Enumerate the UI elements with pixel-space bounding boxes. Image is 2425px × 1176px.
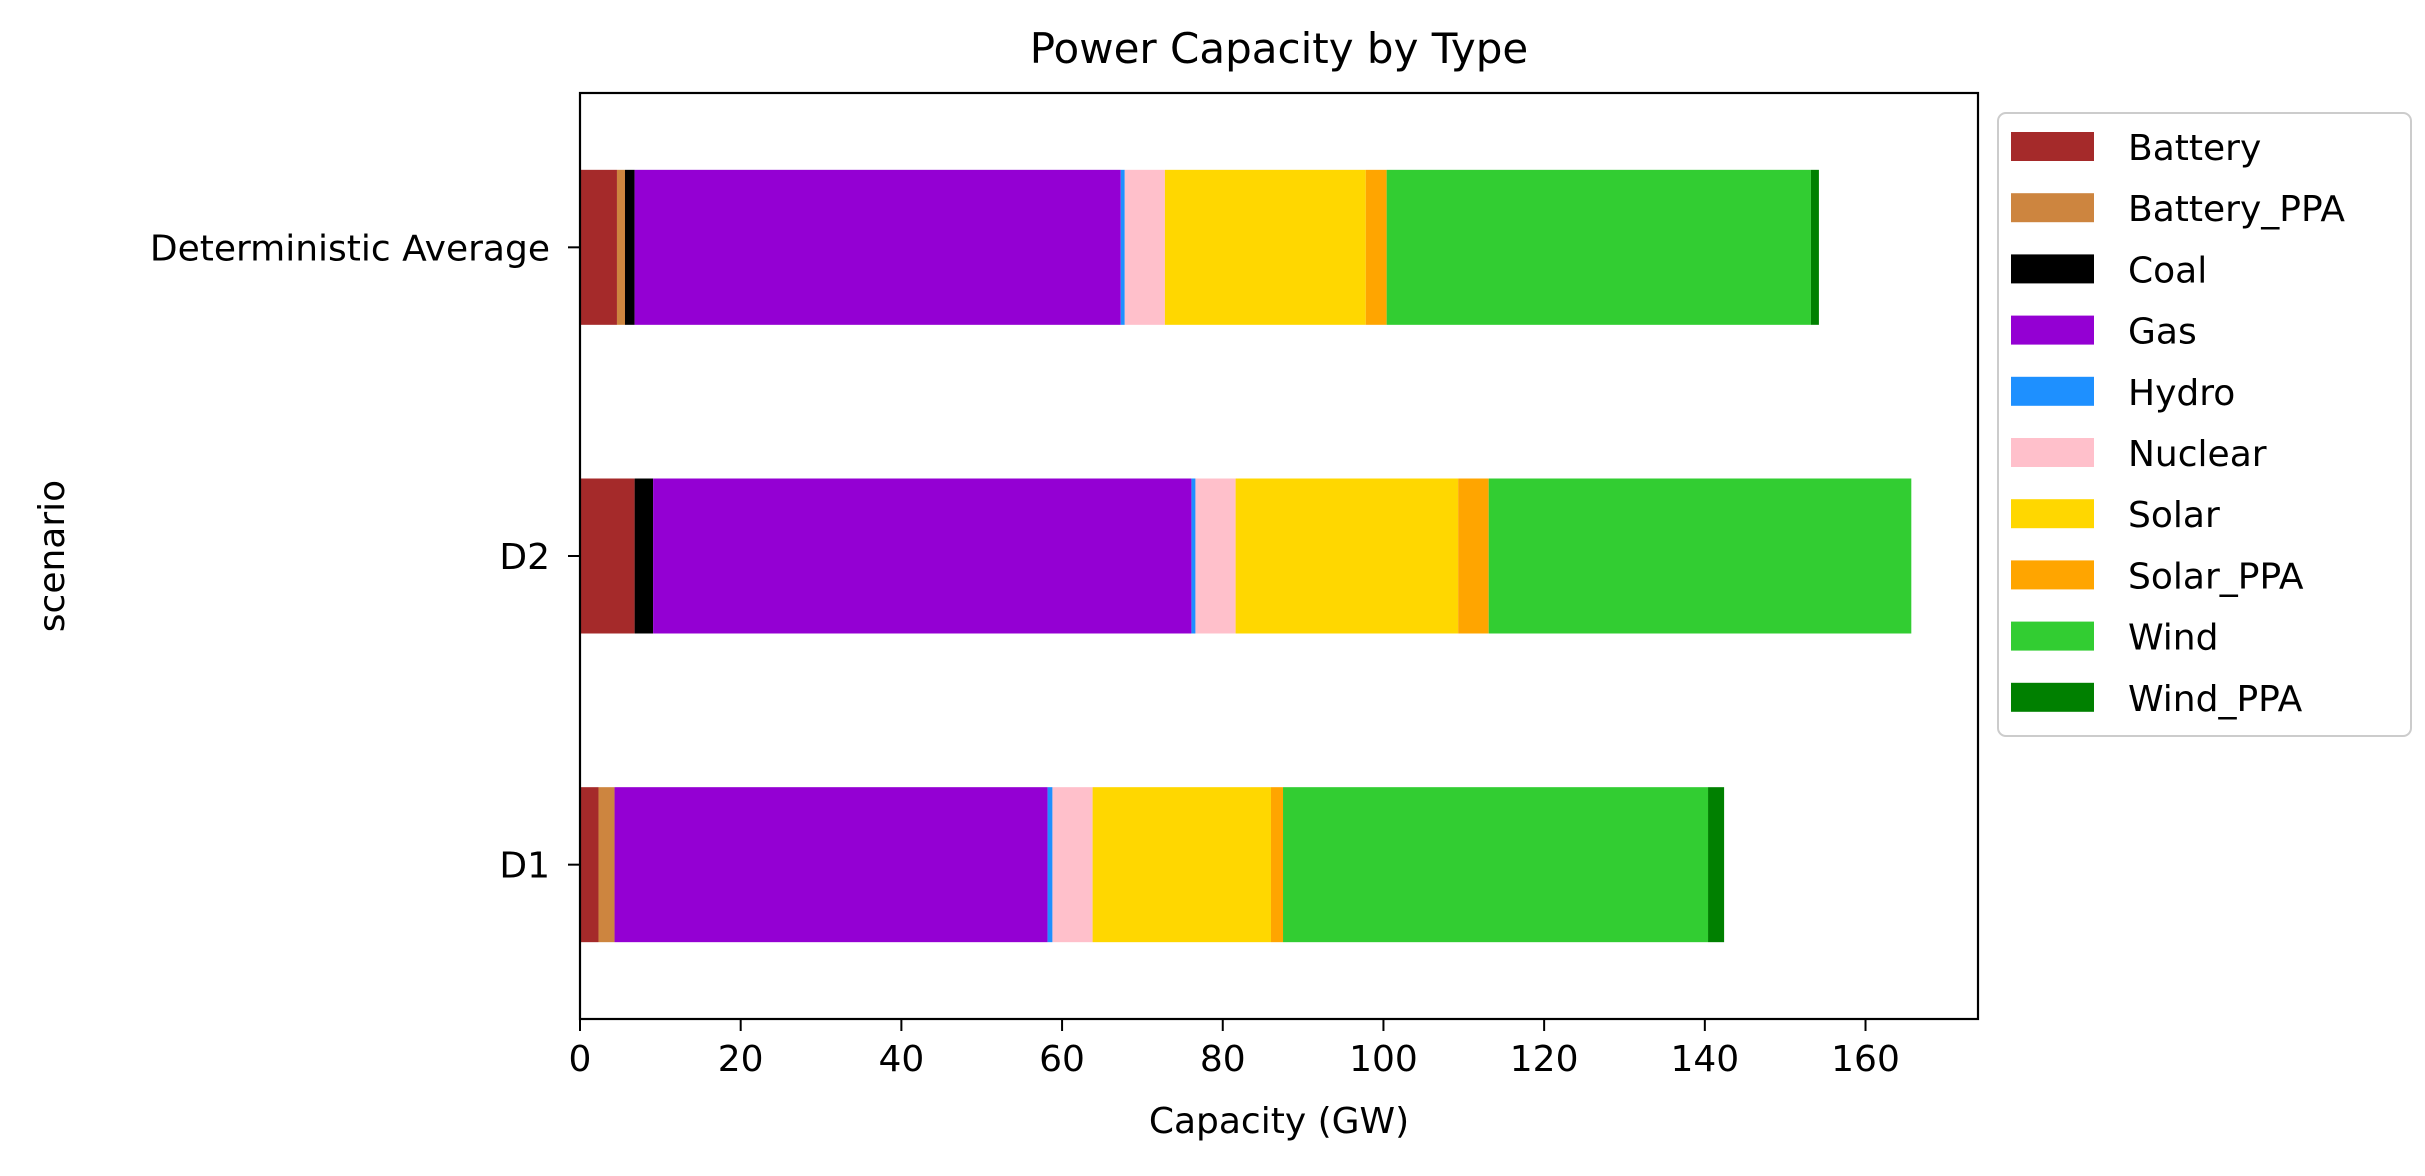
x-tick-label: 160: [1831, 1039, 1900, 1080]
x-axis-label: Capacity (GW): [1149, 1101, 1409, 1142]
legend-swatch-hydro: [2011, 376, 2094, 406]
legend-label-hydro: Hydro: [2128, 373, 2235, 414]
x-tick-label: 0: [569, 1039, 592, 1080]
legend-label-wind-ppa: Wind_PPA: [2128, 679, 2303, 720]
bar-d1-solar: [1092, 787, 1271, 943]
bar-deterministic-average-wind-ppa: [1810, 169, 1819, 325]
legend-swatch-solar-ppa: [2011, 560, 2094, 590]
bar-deterministic-average-wind: [1386, 169, 1811, 325]
legend-label-gas: Gas: [2128, 312, 2197, 353]
x-tick-label: 100: [1349, 1039, 1418, 1080]
bar-deterministic-average-battery-ppa: [616, 169, 625, 325]
bar-deterministic-average-hydro: [1120, 169, 1125, 325]
bar-d1-wind-ppa: [1708, 787, 1725, 943]
bars-group: [580, 169, 1912, 943]
legend-swatch-battery-ppa: [2011, 193, 2094, 223]
bar-deterministic-average-coal: [624, 169, 635, 325]
legend: Battery Battery_PPA Coal Gas Hydro Nuclear Sol…: [1997, 112, 2412, 737]
legend-swatch-wind: [2011, 621, 2094, 651]
chart-title: Power Capacity by Type: [1030, 24, 1529, 73]
bar-deterministic-average-solar-ppa: [1365, 169, 1387, 325]
legend-entries: Battery Battery_PPA Coal Gas Hydro Nuclear Sol…: [2011, 128, 2345, 720]
bar-d2-gas: [653, 478, 1192, 634]
legend-swatch-solar: [2011, 499, 2094, 529]
bar-d1-battery-ppa: [598, 787, 615, 943]
legend-label-nuclear: Nuclear: [2128, 434, 2267, 475]
bar-d1-wind: [1283, 787, 1709, 943]
bar-d2-nuclear: [1195, 478, 1236, 634]
y-axis: D1 D2 Deterministic Average: [150, 228, 580, 887]
legend-swatch-battery: [2011, 132, 2094, 161]
bar-d2-battery: [580, 478, 635, 634]
x-axis: 0 20 40 60 80 100 120 140 160: [569, 1019, 1900, 1080]
x-tick-label: 60: [1039, 1039, 1085, 1080]
bar-deterministic-average-gas: [634, 169, 1121, 325]
x-tick-label: 140: [1670, 1039, 1739, 1080]
x-tick-label: 20: [718, 1039, 764, 1080]
y-axis-label: scenario: [32, 480, 73, 632]
bar-d2-hydro: [1191, 478, 1196, 634]
legend-label-wind: Wind: [2128, 618, 2218, 659]
y-tick-label: D2: [499, 537, 550, 578]
x-tick-label: 80: [1200, 1039, 1246, 1080]
legend-swatch-gas: [2011, 315, 2094, 345]
bar-d2-wind: [1488, 478, 1912, 634]
legend-label-battery-ppa: Battery_PPA: [2128, 189, 2345, 230]
bar-d1-battery: [580, 787, 599, 943]
x-tick-label: 120: [1510, 1039, 1579, 1080]
legend-label-solar: Solar: [2128, 495, 2220, 536]
bar-d1-gas: [614, 787, 1048, 943]
bar-deterministic-average-nuclear: [1124, 169, 1165, 325]
y-tick-label: Deterministic Average: [150, 228, 550, 269]
bar-d2-coal: [634, 478, 654, 634]
bar-d1-hydro: [1047, 787, 1053, 943]
bar-deterministic-average-solar: [1164, 169, 1366, 325]
bar-d2-solar: [1235, 478, 1459, 634]
legend-frame: [1997, 112, 2412, 737]
legend-swatch-wind-ppa: [2011, 682, 2094, 712]
x-tick-label: 40: [878, 1039, 924, 1080]
legend-label-coal: Coal: [2128, 250, 2207, 291]
bar-deterministic-average-battery: [580, 169, 617, 325]
y-tick-label: D1: [499, 846, 550, 887]
bar-d1-nuclear: [1052, 787, 1093, 943]
legend-swatch-nuclear: [2011, 438, 2094, 467]
bar-d1-solar-ppa: [1270, 787, 1284, 943]
legend-swatch-coal: [2011, 254, 2094, 284]
legend-label-solar-ppa: Solar_PPA: [2128, 556, 2304, 597]
legend-label-battery: Battery: [2128, 128, 2261, 169]
bar-d2-solar-ppa: [1458, 478, 1489, 634]
